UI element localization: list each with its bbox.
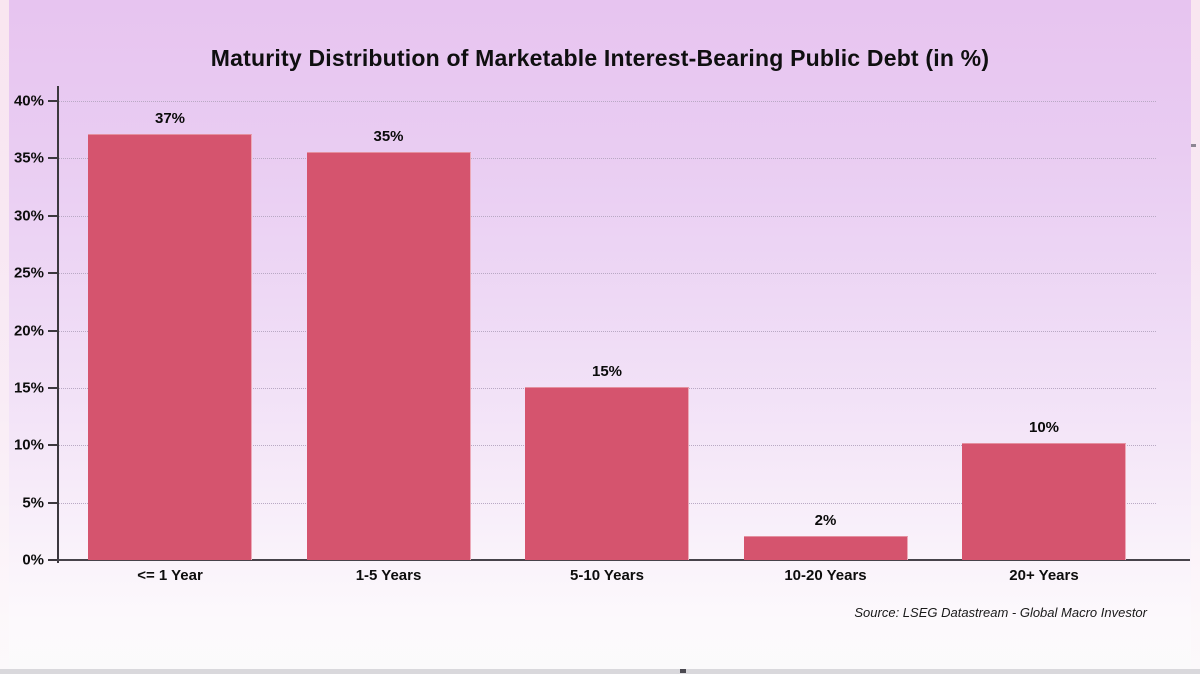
gridline-25% (59, 273, 1156, 275)
bar-20+-years (962, 442, 1126, 560)
bar--1-year (88, 134, 252, 560)
category-label: <= 1 Year (137, 567, 203, 584)
progress-playhead-mark (680, 669, 686, 673)
gridline-20% (59, 330, 1156, 332)
bottom-progress-strip (0, 669, 1200, 674)
y-tick-label: 30% (13, 207, 44, 225)
gridline-35% (59, 158, 1156, 160)
y-axis-tick (48, 329, 57, 332)
y-axis-tick (48, 214, 57, 217)
gridline-40% (59, 101, 1156, 102)
y-tick-label: 10% (13, 436, 44, 454)
y-tick-label: 25% (13, 264, 44, 282)
right-edge-tick-artifact (1191, 144, 1196, 147)
chart-title: Maturity Distribution of Marketable Inte… (210, 45, 990, 71)
y-axis-tick (48, 559, 57, 561)
category-label: 1-5 Years (355, 567, 422, 584)
right-edge-gradient (1191, 0, 1200, 674)
gridline-30% (59, 215, 1156, 217)
plot-area: 0% 5% 10% 15% 20% 25% 30% 35% 40% 37% <= 1 Year 35… (14, 86, 1190, 584)
y-tick-label: 40% (13, 92, 44, 110)
y-tick-label: 20% (13, 322, 44, 339)
bar-value-label: 35% (373, 128, 404, 146)
y-axis-tick (48, 272, 57, 275)
x-axis-line (57, 559, 1190, 561)
y-axis-tick (48, 157, 57, 160)
y-axis-tick (48, 386, 57, 389)
bar-value-label: 10% (1028, 418, 1060, 436)
y-axis-line (57, 86, 59, 563)
category-label: 20+ Years (1009, 567, 1079, 584)
category-label: 10-20 Years (784, 567, 867, 584)
y-axis-tick (48, 501, 57, 504)
bar-1-5-years (306, 152, 471, 560)
y-tick-label: 35% (13, 149, 44, 167)
bar-value-label: 37% (154, 110, 186, 128)
bar-value-label: 2% (814, 511, 837, 529)
source-note: Source: LSEG Datastream - Global Macro I… (854, 605, 1147, 620)
bar-10-20-years (743, 535, 908, 560)
y-tick-label: 5% (22, 494, 44, 512)
y-tick-label: 0% (22, 551, 44, 569)
category-label: 5-10 Years (570, 567, 644, 584)
bar-5-10-years (525, 386, 689, 560)
y-axis-tick (48, 444, 57, 447)
y-tick-label: 15% (13, 379, 44, 397)
bar-value-label: 15% (591, 362, 623, 380)
y-axis-tick (48, 100, 57, 102)
